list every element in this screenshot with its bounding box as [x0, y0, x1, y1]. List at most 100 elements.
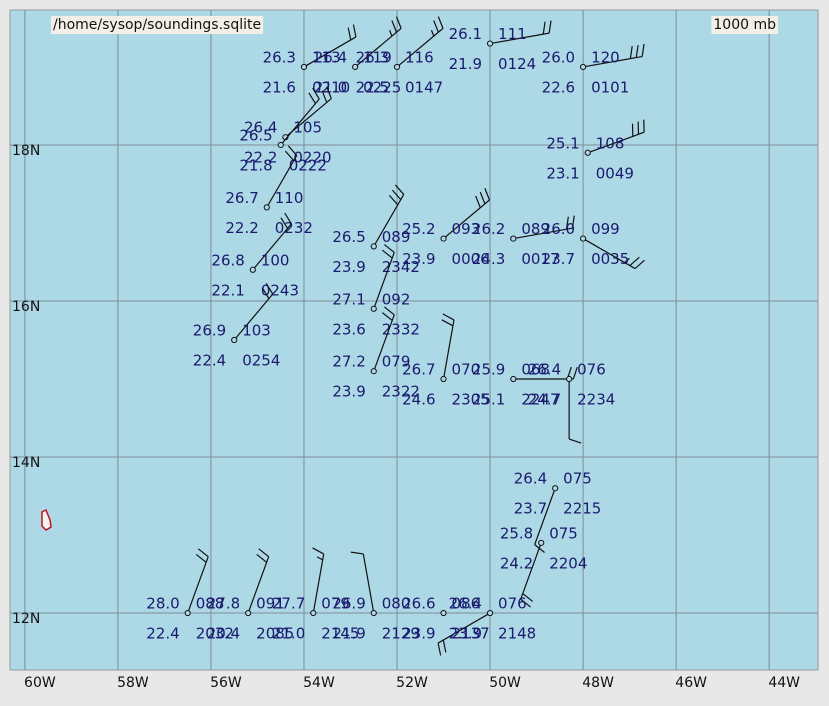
wind-barb [373, 306, 395, 372]
temperature: 25.1 [546, 134, 579, 152]
wind-barb [312, 547, 325, 614]
station-marker [538, 539, 545, 546]
station: 26.9 21.9 080 2129 [332, 551, 420, 643]
station-code: 105 [293, 119, 322, 137]
station-marker [579, 235, 587, 242]
station-code: 093 [452, 220, 481, 238]
temperature: 26.2 [472, 220, 505, 238]
dewpoint: 21.0 [314, 78, 347, 96]
temperature: 25.2 [402, 220, 435, 238]
station: 27.8 20.4 091 2085 [207, 548, 294, 643]
temperature: 26.4 [314, 48, 347, 66]
level-label: 1000 mb [713, 17, 776, 33]
station-code: 111 [498, 25, 527, 43]
obs-time: 2204 [549, 554, 587, 572]
station-marker [486, 40, 494, 47]
obs-time: 0101 [591, 78, 629, 96]
station: 26.2 24.3 089 0017 [472, 215, 575, 268]
station: 28.0 22.4 088 2032 [146, 548, 234, 643]
station-marker [277, 141, 284, 149]
station-code: 113 [312, 48, 341, 66]
obs-time: 2322 [382, 383, 420, 401]
station-code: 088 [196, 595, 225, 613]
obs-time: 0243 [261, 281, 299, 299]
x-tick-label: 48W [582, 675, 614, 691]
dewpoint: 23.7 [542, 250, 575, 268]
wind-barb [437, 612, 491, 656]
temperature: 27.2 [332, 353, 365, 371]
station-code: 089 [382, 228, 411, 246]
station-code: 116 [405, 48, 434, 66]
wind-barb [520, 542, 542, 608]
station-code: 099 [591, 220, 620, 238]
station-marker [584, 149, 591, 156]
map-area [9, 9, 819, 671]
dewpoint: 23.9 [402, 250, 435, 268]
station: 25.9 25.1 068 2247 [472, 361, 578, 409]
dewpoint: 20.4 [207, 625, 240, 643]
station-code: 076 [577, 361, 606, 379]
map-title: /home/sysop/soundings.sqlite [53, 17, 261, 33]
temperature: 26.5 [332, 228, 365, 246]
dewpoint: 22.6 [542, 78, 575, 96]
wind-barb [373, 184, 405, 247]
temperature: 26.4 [244, 119, 277, 137]
wind-barb [354, 16, 402, 68]
station: 26.8 22.1 100 0243 [211, 212, 299, 299]
station: 26.1 21.9 111 0124 [449, 20, 552, 73]
station: 25.8 24.2 075 2204 [500, 524, 587, 608]
station-marker [370, 609, 377, 617]
station: 27.7 21.0 079 2145 [272, 547, 359, 643]
dewpoint: 25.1 [472, 391, 505, 409]
obs-time: 2032 [196, 625, 234, 643]
station-code: 120 [591, 48, 620, 66]
station-marker [370, 368, 377, 375]
station-marker [440, 235, 447, 242]
title-box [51, 16, 264, 34]
obs-time: 2342 [382, 258, 420, 276]
temperature: 26.6 [402, 595, 435, 613]
station: 25.1 23.1 108 0049 [546, 119, 645, 182]
station-code: 079 [321, 595, 350, 613]
station: 26.5 23.9 089 2342 [332, 184, 420, 276]
wind-barb [443, 188, 491, 240]
dewpoint: 24.3 [472, 250, 505, 268]
station: 26.4 22.2 105 0220 [244, 86, 332, 167]
wind-barb [252, 212, 292, 271]
station-code: 119 [363, 48, 392, 66]
temperature: 25.8 [500, 524, 533, 542]
station-code: 075 [549, 524, 578, 542]
wind-barb [303, 24, 357, 68]
station-marker [245, 609, 252, 617]
dewpoint: 21.9 [332, 625, 365, 643]
temperature: 26.4 [528, 361, 561, 379]
dewpoint: 24.6 [402, 391, 435, 409]
station-marker [510, 375, 517, 383]
station: 26.4 23.9 076 2148 [437, 595, 536, 656]
x-tick-label: 54W [303, 675, 335, 691]
wind-barb [247, 548, 270, 614]
obs-time: 0049 [596, 164, 634, 182]
station: 26.5 21.8 0222 [239, 87, 327, 174]
temperature: 26.1 [449, 25, 482, 43]
wind-barb [350, 551, 375, 614]
station-code: 108 [596, 134, 625, 152]
obs-time: 2129 [382, 625, 420, 643]
station: 26.9 22.4 103 0254 [193, 282, 280, 370]
dewpoint: 22.1 [211, 281, 244, 299]
station: 26.4 24.7 076 2234 [528, 361, 615, 444]
obs-time: 2332 [382, 320, 420, 338]
obs-time: 2148 [498, 625, 536, 643]
dewpoint: 23.9 [402, 625, 435, 643]
station-marker [393, 63, 401, 71]
temperature: 25.9 [472, 361, 505, 379]
x-tick-label: 56W [210, 675, 242, 691]
station-marker [579, 63, 587, 71]
station-code: 068 [521, 361, 550, 379]
obs-time: 0225 [363, 78, 401, 96]
obs-time: 2085 [256, 625, 294, 643]
dewpoint: 22.4 [146, 625, 179, 643]
y-tick-label: 16N [12, 299, 40, 315]
obs-time: 0006 [452, 250, 490, 268]
temperature: 26.4 [449, 595, 482, 613]
